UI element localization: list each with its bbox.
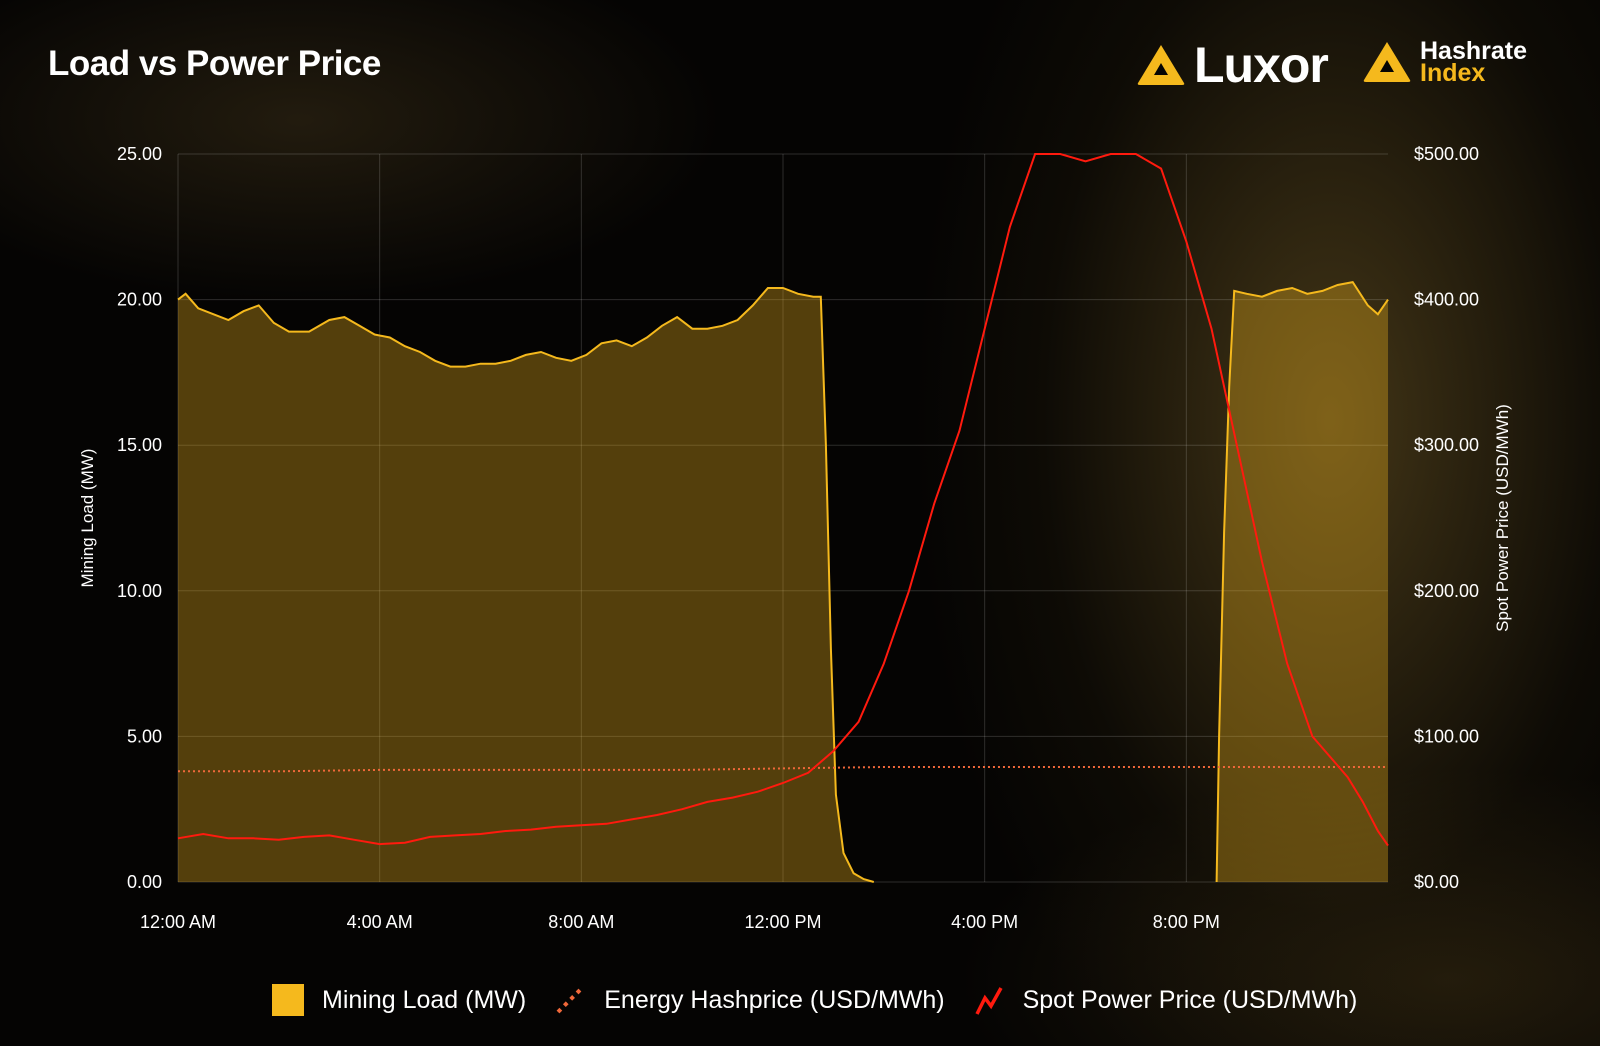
- x-tick-label: 12:00 PM: [744, 912, 821, 932]
- mining-load-swatch-icon: [272, 984, 304, 1016]
- y-right-tick-label: $500.00: [1414, 144, 1479, 164]
- y-left-tick-label: 10.00: [117, 581, 162, 601]
- luxor-wordmark: Luxor: [1194, 37, 1329, 93]
- y-right-tick-label: $400.00: [1414, 290, 1479, 310]
- mining-load-area-layer: [178, 282, 1388, 883]
- grid: [177, 153, 1388, 883]
- luxor-logo-icon: [1137, 45, 1185, 85]
- y-left-tick-label: 5.00: [127, 726, 162, 746]
- y-right-axis-title: Spot Power Price (USD/MWh): [1493, 404, 1512, 632]
- tick-labels: 0.00 5.00 10.00 15.00 20.00 25.00 $0.00 $100.00…: [117, 144, 1479, 932]
- y-right-tick-label: $300.00: [1414, 435, 1479, 455]
- dotted-line-icon: [556, 986, 584, 1014]
- legend-label-energy-hashprice: Energy Hashprice (USD/MWh): [604, 985, 945, 1014]
- y-left-tick-label: 25.00: [117, 144, 162, 164]
- y-left-axis-title: Mining Load (MW): [78, 449, 97, 588]
- page-title: Load vs Power Price: [48, 44, 381, 83]
- legend-item-mining-load: Mining Load (MW): [272, 984, 526, 1016]
- y-left-tick-label: 0.00: [127, 872, 162, 892]
- x-tick-label: 8:00 AM: [548, 912, 614, 932]
- legend: Mining Load (MW) Energy Hashprice (USD/M…: [272, 984, 1385, 1016]
- legend-item-energy-hashprice: Energy Hashprice (USD/MWh): [554, 984, 945, 1016]
- mining-load-area: [1216, 282, 1388, 883]
- x-tick-label: 4:00 AM: [347, 912, 413, 932]
- luxor-brand: Luxor: [1136, 37, 1329, 93]
- y-left-tick-label: 20.00: [117, 290, 162, 310]
- hashrate-index-wordmark: Hashrate Index: [1420, 37, 1527, 87]
- mining-load-line: [1215, 280, 1389, 883]
- energy-hashprice-line: [178, 766, 1388, 773]
- hashrate-index-brand: Hashrate Index: [1362, 37, 1527, 87]
- x-tick-label: 12:00 AM: [140, 912, 216, 932]
- legend-label-mining-load: Mining Load (MW): [322, 985, 527, 1014]
- mining-load-line: [177, 287, 875, 883]
- x-tick-label: 4:00 PM: [951, 912, 1018, 932]
- y-right-tick-label: $200.00: [1414, 581, 1479, 601]
- x-tick-label: 8:00 PM: [1153, 912, 1220, 932]
- zigzag-line-icon: [975, 987, 1003, 1015]
- hashrate-word: Hashrate: [1420, 37, 1527, 65]
- y-left-tick-label: 15.00: [117, 435, 162, 455]
- series-lines-layer: [177, 153, 1389, 883]
- y-right-tick-label: $100.00: [1414, 726, 1479, 746]
- mining-load-area: [178, 288, 874, 882]
- hashrate-index-logo-icon: [1363, 42, 1411, 82]
- legend-item-spot-power-price: Spot Power Price (USD/MWh): [973, 984, 1358, 1016]
- spot-power-price-line: [177, 153, 1389, 847]
- legend-label-spot-power-price: Spot Power Price (USD/MWh): [1022, 985, 1358, 1014]
- index-word: Index: [1420, 59, 1486, 87]
- y-right-tick-label: $0.00: [1414, 872, 1459, 892]
